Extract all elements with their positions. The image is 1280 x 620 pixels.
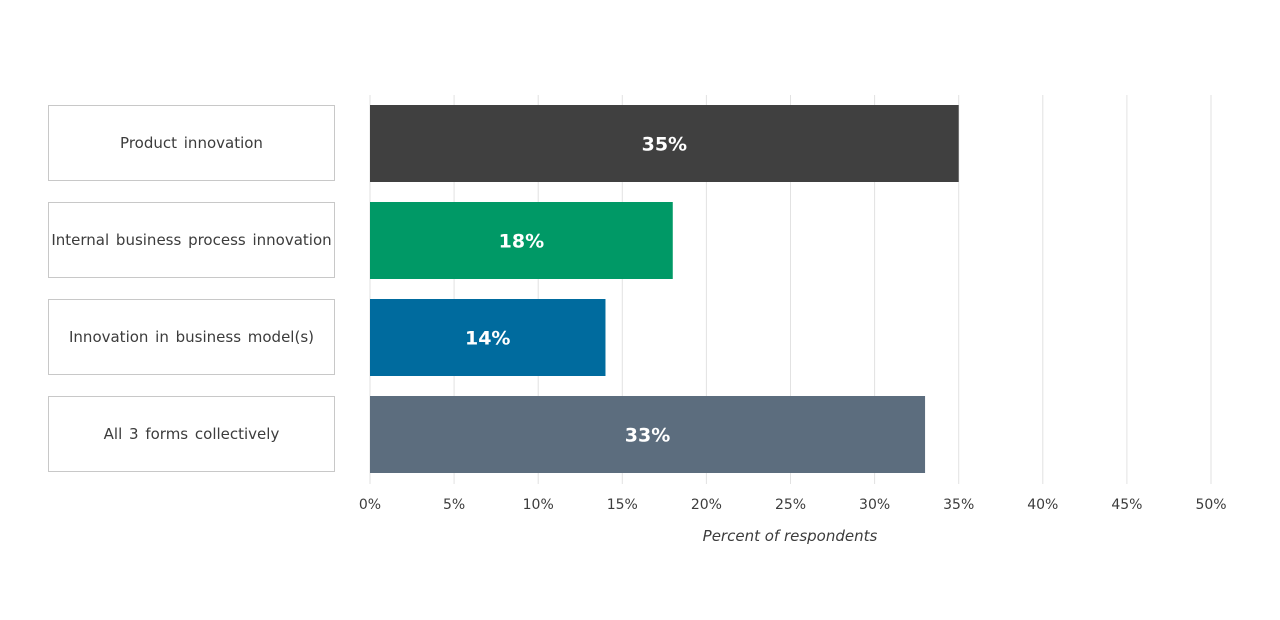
bar bbox=[370, 105, 959, 182]
category-label-text: All 3 forms collectively bbox=[103, 425, 280, 443]
bar-value-label: 35% bbox=[642, 134, 687, 156]
category-label-internal-business-process: Internal business process innovation bbox=[48, 202, 335, 278]
x-tick-label: 45% bbox=[1111, 497, 1142, 513]
x-tick-label: 10% bbox=[523, 497, 554, 513]
category-label-business-model: Innovation in business model(s) bbox=[48, 299, 335, 375]
bar bbox=[370, 396, 926, 473]
bar bbox=[370, 202, 673, 279]
bar bbox=[370, 299, 606, 376]
category-label-text: Internal business process innovation bbox=[51, 231, 332, 249]
x-tick-label: 50% bbox=[1195, 497, 1226, 513]
x-tick-label: 35% bbox=[943, 497, 974, 513]
x-tick-label: 15% bbox=[607, 497, 638, 513]
bar-value-label: 33% bbox=[625, 425, 670, 447]
x-tick-label: 5% bbox=[443, 497, 465, 513]
x-tick-label: 20% bbox=[691, 497, 722, 513]
x-axis-ticks: 0% 5% 10% 15% 20% 25% 30% 35% 40% 45% 50% bbox=[359, 497, 1227, 513]
bar-value-label: 14% bbox=[465, 328, 510, 350]
x-tick-label: 0% bbox=[359, 497, 381, 513]
x-tick-label: 30% bbox=[859, 497, 890, 513]
category-label-all-three-forms: All 3 forms collectively bbox=[48, 396, 335, 472]
x-tick-label: 40% bbox=[1027, 497, 1058, 513]
category-label-product-innovation: Product innovation bbox=[48, 105, 335, 181]
x-tick-label: 25% bbox=[775, 497, 806, 513]
category-label-text: Product innovation bbox=[120, 134, 263, 152]
category-label-text: Innovation in business model(s) bbox=[69, 328, 314, 346]
bars: 35% 18% 14% 33% bbox=[370, 105, 959, 473]
x-axis-title: Percent of respondents bbox=[703, 527, 878, 545]
bar-value-label: 18% bbox=[499, 231, 544, 253]
